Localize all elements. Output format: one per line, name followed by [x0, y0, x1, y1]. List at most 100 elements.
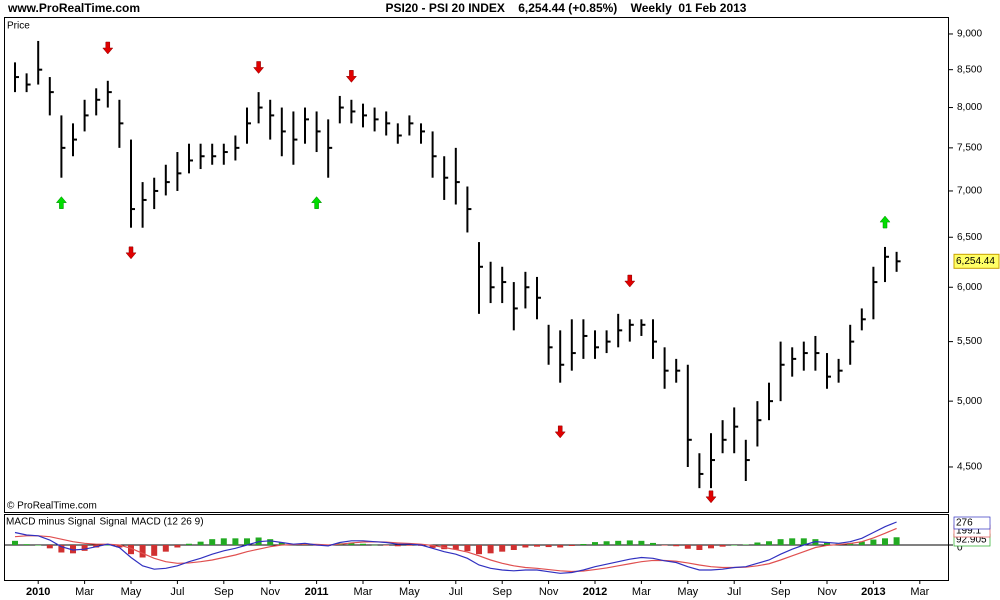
macd-panel — [4, 514, 949, 581]
macd-hist-bar — [81, 545, 88, 551]
macd-hist-bar — [789, 538, 796, 545]
macd-hist-bar — [580, 544, 587, 545]
macd-hist-bar — [673, 545, 680, 547]
x-tick-label: Sep — [214, 586, 234, 598]
macd-hist-bar — [464, 545, 471, 552]
macd-hist-bar — [162, 545, 169, 552]
macd-hist-bar — [360, 543, 366, 545]
y-tick-label: 8,500 — [957, 64, 982, 75]
macd-hist-bar — [128, 545, 134, 555]
macd-hist-bar — [104, 545, 111, 546]
macd-hist-bar — [893, 537, 900, 545]
x-tick-label: Jul — [727, 586, 741, 598]
macd-hist-bar — [429, 545, 436, 548]
chart-title: PSI20 - PSI 20 INDEX 6,254.44 (+0.85%) W… — [386, 1, 747, 15]
macd-hist-bar — [742, 544, 749, 545]
macd-hist-bar — [12, 540, 18, 545]
macd-hist-bar — [371, 544, 378, 546]
macd-hist-bar — [394, 545, 401, 547]
macd-hist-bar — [719, 545, 726, 547]
legend-entry: Signal — [99, 517, 127, 528]
macd-hist-bar — [766, 541, 772, 545]
macd-hist-bar — [522, 545, 529, 548]
macd-hist-bar — [70, 545, 76, 554]
macd-hist-bar — [406, 545, 413, 546]
macd-hist-bar — [244, 538, 250, 545]
last-value-label: 199.1 — [956, 526, 981, 537]
y-tick-label: 0 — [957, 543, 963, 554]
y-tick-label: 7,000 — [957, 186, 982, 197]
x-tick-label: Nov — [817, 586, 837, 598]
macd-hist-bar — [534, 545, 540, 547]
x-tick-label: Jul — [449, 586, 463, 598]
y-tick-label: 5,000 — [957, 396, 982, 407]
panel-label: Price — [7, 21, 30, 32]
macd-hist-bar — [882, 538, 888, 545]
macd-hist-bar — [708, 545, 714, 549]
macd-hist-bar — [209, 539, 216, 545]
macd-hist-bar — [46, 545, 53, 549]
macd-hist-bar — [870, 539, 877, 545]
x-tick-label: Nov — [260, 586, 280, 598]
macd-hist-bar — [232, 538, 239, 545]
macd-hist-bar — [139, 545, 146, 558]
macd-hist-bar — [661, 545, 668, 546]
macd-hist-bar — [278, 542, 285, 545]
x-tick-label: Mar — [910, 586, 929, 598]
macd-hist-bar — [58, 545, 65, 553]
buy-arrow — [879, 215, 891, 229]
macd-hist-bar — [116, 545, 123, 548]
sell-arrow — [125, 246, 137, 260]
x-tick-label: Sep — [492, 586, 512, 598]
buy-arrow — [311, 196, 323, 209]
macd-hist-bar — [452, 545, 459, 550]
macd-hist-bar — [731, 545, 738, 546]
x-tick-label: Nov — [539, 586, 559, 598]
last-value-label: 276 — [956, 518, 973, 529]
macd-hist-bar — [592, 542, 598, 545]
sell-arrow — [253, 61, 265, 74]
macd-hist-bar — [23, 544, 30, 545]
macd-hist-bar — [220, 538, 227, 545]
x-tick-label: Jul — [170, 586, 184, 598]
x-tick-label: 2010 — [26, 586, 50, 598]
last-price-label: 6,254.44 — [956, 256, 995, 267]
y-tick-label: 6,000 — [957, 282, 982, 293]
macd-hist-bar — [197, 541, 204, 545]
price-panel — [4, 17, 949, 513]
sell-arrow — [554, 425, 566, 439]
macd-hist-bar — [626, 540, 633, 545]
x-tick-label: Mar — [354, 586, 373, 598]
x-tick-label: 2011 — [305, 586, 329, 598]
macd-hist-bar — [568, 545, 575, 546]
macd-hist-bar — [186, 543, 192, 545]
macd-hist-bar — [267, 539, 274, 545]
last-value-label: 92.905 — [956, 535, 987, 546]
macd-hist-bar — [476, 545, 482, 555]
macd-hist-bar — [35, 545, 42, 546]
macd-hist-bar — [754, 542, 761, 545]
x-tick-label: Mar — [632, 586, 651, 598]
macd-hist-bar — [777, 539, 784, 545]
x-tick-label: May — [677, 586, 698, 598]
buy-arrow — [55, 196, 67, 209]
macd-hist-bar — [557, 545, 564, 548]
x-tick-label: 2013 — [861, 586, 885, 598]
macd-hist-bar — [696, 545, 703, 550]
macd-hist-bar — [348, 542, 355, 545]
y-tick-label: 4,500 — [957, 462, 982, 473]
macd-hist-bar — [684, 545, 691, 549]
site: www.ProRealTime.com — [7, 1, 140, 15]
macd-hist-bar — [615, 540, 622, 545]
macd-line — [14, 527, 897, 573]
macd-hist-bar — [858, 541, 865, 545]
last-value-box — [953, 516, 991, 530]
sell-arrow — [345, 70, 357, 83]
legend-entry: MACD minus Signal — [6, 517, 95, 528]
x-tick-label: Mar — [75, 586, 94, 598]
y-tick-label: 8,000 — [957, 102, 982, 113]
last-price-box — [953, 253, 1000, 269]
y-tick-label: 7,500 — [957, 143, 982, 154]
